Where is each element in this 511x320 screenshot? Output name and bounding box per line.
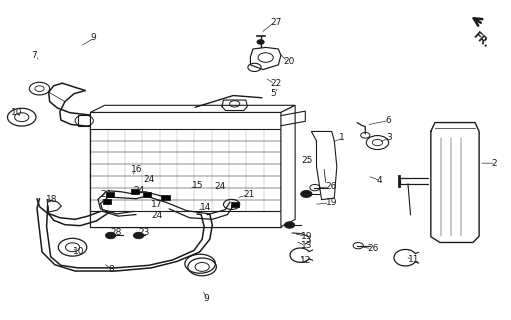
Text: 24: 24 — [151, 211, 162, 220]
Text: 9: 9 — [204, 294, 210, 303]
Bar — [161, 195, 170, 200]
Text: 18: 18 — [46, 195, 58, 204]
Text: 11: 11 — [408, 255, 420, 264]
Text: 26: 26 — [326, 182, 337, 191]
Bar — [103, 199, 111, 204]
Polygon shape — [281, 105, 295, 227]
Text: 4: 4 — [377, 176, 382, 185]
Text: 16: 16 — [131, 165, 143, 174]
Text: 15: 15 — [192, 181, 203, 190]
Polygon shape — [90, 105, 295, 112]
Text: 24: 24 — [133, 186, 145, 195]
Bar — [231, 202, 239, 207]
Text: 25: 25 — [301, 156, 313, 164]
Text: 26: 26 — [367, 244, 379, 253]
Text: 24: 24 — [144, 174, 155, 184]
Text: 27: 27 — [271, 18, 282, 27]
Text: 13: 13 — [301, 241, 313, 250]
Bar — [90, 212, 281, 227]
Text: 10: 10 — [73, 247, 84, 257]
Text: 20: 20 — [284, 57, 295, 66]
Bar — [90, 112, 281, 227]
Bar — [143, 192, 151, 197]
Text: 7: 7 — [31, 51, 37, 60]
Text: 24: 24 — [215, 182, 226, 191]
Circle shape — [301, 190, 312, 197]
Bar — [131, 189, 139, 194]
Circle shape — [106, 232, 115, 239]
Text: 12: 12 — [300, 256, 312, 265]
Circle shape — [133, 232, 144, 239]
Text: 21: 21 — [244, 190, 255, 199]
Text: 9: 9 — [90, 33, 96, 42]
Text: 3: 3 — [386, 133, 392, 142]
Text: 24: 24 — [101, 190, 112, 199]
Text: 17: 17 — [151, 200, 163, 209]
Text: 14: 14 — [200, 203, 211, 212]
Circle shape — [257, 40, 264, 44]
Text: 2: 2 — [492, 159, 497, 168]
Text: 22: 22 — [271, 79, 282, 88]
Text: 5: 5 — [271, 89, 276, 98]
Circle shape — [285, 222, 295, 228]
Text: 19: 19 — [326, 198, 337, 207]
Text: 28: 28 — [111, 228, 122, 237]
Text: 10: 10 — [11, 108, 22, 117]
Bar — [90, 112, 281, 129]
Text: 8: 8 — [108, 265, 114, 274]
Text: FR.: FR. — [471, 30, 491, 49]
Text: 23: 23 — [138, 228, 150, 237]
Text: 1: 1 — [339, 133, 345, 142]
Text: 19: 19 — [301, 232, 313, 241]
Bar — [106, 192, 114, 197]
Text: 6: 6 — [385, 116, 391, 125]
